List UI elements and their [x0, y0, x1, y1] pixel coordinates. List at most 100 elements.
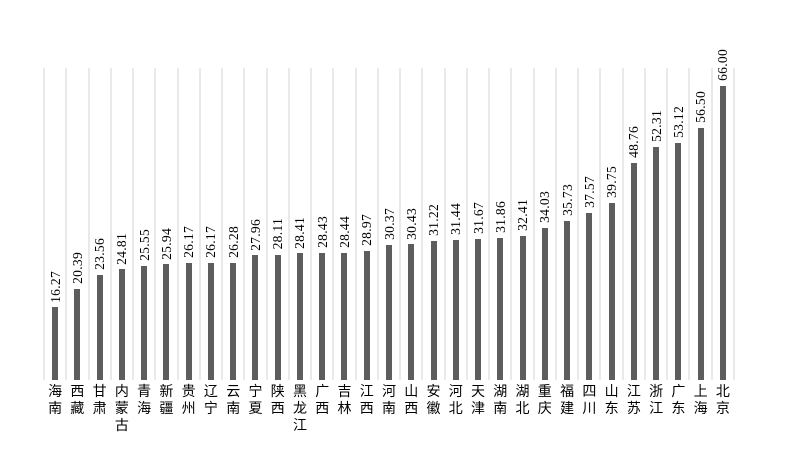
- bar-value-label: 28.97: [359, 214, 375, 246]
- bar-value-label: 28.11: [270, 218, 286, 250]
- x-axis-label: 山西: [404, 385, 419, 417]
- gridline: [621, 68, 624, 380]
- x-axis-label: 山东: [604, 385, 619, 417]
- bar: [719, 85, 726, 380]
- bar: [319, 253, 326, 380]
- gridline: [65, 68, 68, 380]
- bar: [653, 146, 660, 380]
- bar: [475, 238, 482, 380]
- gridline: [132, 68, 135, 380]
- bar-value-label: 48.76: [626, 125, 642, 158]
- bar-value-label: 25.94: [158, 227, 174, 260]
- x-axis-label: 陕西: [270, 385, 285, 417]
- gridline: [666, 68, 669, 380]
- bar: [408, 244, 415, 380]
- bar: [497, 238, 504, 380]
- x-axis-label: 江西: [359, 385, 374, 417]
- x-axis-label: 海南: [48, 385, 63, 417]
- x-axis-label: 天津: [471, 385, 486, 417]
- bar: [608, 202, 615, 380]
- gridline: [154, 68, 157, 380]
- gridline: [554, 68, 557, 380]
- gridline: [109, 68, 112, 380]
- gridline: [287, 68, 290, 380]
- bar-value-label: 23.56: [92, 238, 108, 270]
- gridline: [488, 68, 491, 380]
- x-axis-label: 广西: [315, 385, 330, 417]
- bar: [252, 255, 259, 380]
- bar-value-label: 39.75: [604, 165, 620, 198]
- bar: [185, 263, 192, 380]
- bar: [52, 307, 59, 380]
- bar-value-label: 37.57: [581, 175, 597, 208]
- gridline: [376, 68, 379, 380]
- bar-value-label: 28.44: [336, 216, 352, 249]
- x-axis-label: 安徽: [426, 385, 441, 417]
- bar: [274, 254, 281, 380]
- bar-value-label: 34.03: [537, 191, 553, 224]
- gridline: [710, 68, 713, 380]
- x-axis-label: 新疆: [159, 385, 174, 417]
- bar-value-label: 28.43: [314, 216, 330, 249]
- bar: [141, 266, 148, 380]
- x-axis-label: 浙江: [649, 385, 664, 417]
- gridline: [243, 68, 246, 380]
- bar: [697, 128, 704, 380]
- bar-value-label: 32.41: [515, 198, 531, 231]
- gridline: [310, 68, 313, 380]
- bar-value-label: 52.31: [648, 109, 664, 142]
- gridline: [221, 68, 224, 380]
- gridline: [87, 68, 90, 380]
- bar: [430, 240, 437, 380]
- bar: [564, 220, 571, 380]
- gridline: [43, 68, 45, 380]
- x-axis-label: 广东: [671, 385, 686, 417]
- bar: [118, 269, 125, 380]
- gridline: [532, 68, 535, 380]
- x-axis-label: 河北: [448, 385, 463, 417]
- bar-value-label: 26.17: [203, 226, 219, 259]
- gridline: [421, 68, 424, 380]
- gridline: [688, 68, 691, 380]
- bar: [386, 244, 392, 380]
- bar: [230, 262, 237, 380]
- bar-value-label: 30.43: [403, 207, 419, 240]
- gridline: [465, 68, 468, 380]
- bar-value-label: 24.81: [114, 232, 130, 265]
- bar-value-label: 35.73: [559, 183, 575, 216]
- x-axis-label: 甘肃: [92, 385, 107, 417]
- bar-value-label: 53.12: [670, 106, 686, 139]
- x-axis-label: 吉林: [337, 385, 352, 417]
- gridline: [399, 68, 402, 380]
- x-axis-label: 河南: [382, 385, 396, 417]
- bar: [363, 250, 370, 380]
- bar: [296, 253, 303, 380]
- gridline: [599, 68, 602, 380]
- bar: [341, 253, 348, 380]
- gridline: [354, 68, 357, 380]
- bar-value-label: 27.96: [247, 218, 263, 251]
- bar: [675, 143, 682, 380]
- plot-area: 16.27 20.39 23.56 24.81 25.55 25.94 26.17 26.17…: [43, 49, 735, 380]
- x-axis-label: 北京: [715, 385, 730, 417]
- bar: [452, 239, 459, 380]
- bar-value-label: 66.00: [715, 48, 731, 81]
- x-axis-label: 内蒙古: [114, 385, 129, 434]
- bar-value-label: 16.27: [47, 270, 63, 303]
- bar-value-label: 20.39: [69, 252, 85, 285]
- gridline: [643, 68, 646, 380]
- bar-value-label: 28.41: [292, 216, 308, 249]
- gridline: [176, 68, 179, 380]
- x-axis-label: 辽宁: [203, 385, 218, 417]
- gridline: [733, 68, 735, 380]
- bar-value-label: 25.55: [136, 229, 152, 262]
- gridline: [198, 68, 201, 380]
- bar: [207, 263, 214, 380]
- bar: [630, 162, 637, 380]
- bar: [96, 275, 103, 380]
- x-axis-label: 云南: [226, 385, 241, 417]
- gridline: [577, 68, 580, 380]
- x-axis-label: 宁夏: [248, 385, 263, 417]
- x-axis-label: 青海: [137, 385, 152, 417]
